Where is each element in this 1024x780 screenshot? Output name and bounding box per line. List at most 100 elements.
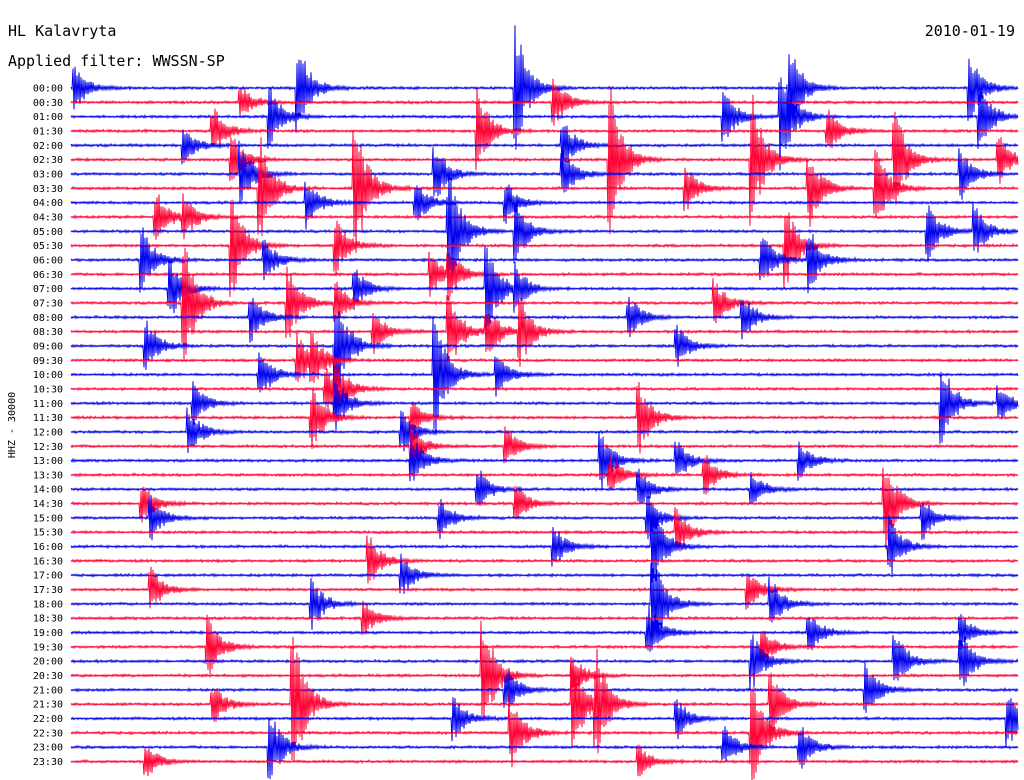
row-time-label: 02:30 <box>33 155 63 166</box>
row-time-label: 16:30 <box>33 556 63 567</box>
date-label: 2010-01-19 <box>925 22 1015 40</box>
row-time-label: 06:30 <box>33 270 63 281</box>
row-time-label: 11:30 <box>33 413 63 424</box>
row-time-label: 11:00 <box>33 399 63 410</box>
row-time-label: 09:30 <box>33 356 63 367</box>
row-time-label: 14:00 <box>33 485 63 496</box>
trace-row <box>70 507 1019 552</box>
trace-row <box>70 513 1019 583</box>
row-time-label: 19:00 <box>33 628 63 639</box>
row-time-label: 15:00 <box>33 513 63 524</box>
row-time-label: 17:00 <box>33 571 63 582</box>
trace-row <box>70 247 1019 359</box>
row-time-label: 18:00 <box>33 599 63 610</box>
trace-row <box>70 454 1019 495</box>
trace-row <box>70 86 1019 171</box>
row-time-label: 10:30 <box>33 384 63 395</box>
trace-row <box>70 317 1019 435</box>
row-time-label: 14:30 <box>33 499 63 510</box>
row-time-label: 22:00 <box>33 714 63 725</box>
row-time-label: 23:00 <box>33 743 63 754</box>
row-time-label: 05:00 <box>33 227 63 238</box>
row-time-label: 01:30 <box>33 126 63 137</box>
row-time-label: 06:00 <box>33 255 63 266</box>
trace-row <box>70 687 1019 780</box>
time-tick-labels: 00:00 00:30 01:00 01:30 02:00 02:30 03:00 03:30… <box>33 84 63 769</box>
row-time-label: 10:00 <box>33 370 63 381</box>
trace-row <box>70 634 1019 690</box>
trace-row <box>70 553 1019 595</box>
row-time-label: 18:30 <box>33 614 63 625</box>
trace-row <box>70 25 1019 150</box>
row-time-label: 00:30 <box>33 98 63 109</box>
trace-row <box>70 193 1019 240</box>
trace-row <box>70 614 1019 674</box>
trace-row <box>70 605 1019 652</box>
trace-row <box>70 468 1019 507</box>
trace-row <box>70 140 1019 203</box>
trace-row <box>70 78 1019 126</box>
trace-row <box>70 600 1019 636</box>
trace-row <box>70 431 1019 489</box>
station-title: HL Kalavryta <box>8 22 116 40</box>
trace-row <box>70 295 1019 367</box>
seismic-traces <box>70 25 1019 780</box>
row-time-label: 13:30 <box>33 470 63 481</box>
row-time-label: 04:00 <box>33 198 63 209</box>
trace-row <box>70 662 1019 713</box>
row-time-label: 00:00 <box>33 84 63 95</box>
row-time-label: 09:00 <box>33 341 63 352</box>
trace-row <box>70 566 1019 610</box>
y-axis-label: HHZ - 30000 <box>7 392 18 458</box>
row-time-label: 08:00 <box>33 313 63 324</box>
row-time-label: 05:30 <box>33 241 63 252</box>
row-time-label: 15:30 <box>33 528 63 539</box>
trace-row <box>70 88 1019 235</box>
trace-row <box>70 311 1019 397</box>
trace-row <box>70 381 1019 454</box>
trace-row <box>70 332 1019 384</box>
trace-row <box>70 296 1019 343</box>
row-time-label: 22:30 <box>33 728 63 739</box>
trace-row <box>70 744 1019 777</box>
row-time-label: 04:30 <box>33 212 63 223</box>
row-time-label: 16:00 <box>33 542 63 553</box>
trace-row <box>70 620 1019 719</box>
row-time-label: 17:30 <box>33 585 63 596</box>
row-time-label: 13:00 <box>33 456 63 467</box>
trace-row <box>70 251 1019 300</box>
row-time-label: 07:00 <box>33 284 63 295</box>
trace-row <box>70 467 1019 550</box>
row-time-label: 07:30 <box>33 298 63 309</box>
row-time-label: 08:30 <box>33 327 63 338</box>
trace-row <box>70 562 1019 641</box>
trace-row <box>70 360 1019 422</box>
trace-row <box>70 636 1019 762</box>
trace-row <box>70 697 1019 748</box>
trace-row <box>70 181 1019 230</box>
trace-row <box>70 535 1019 584</box>
row-time-label: 19:30 <box>33 642 63 653</box>
filter-label: Applied filter: WWSSN-SP <box>8 52 225 70</box>
trace-row <box>70 495 1019 541</box>
trace-row <box>70 125 1019 172</box>
trace-row <box>70 246 1019 331</box>
row-time-label: 20:30 <box>33 671 63 682</box>
trace-row <box>70 227 1019 294</box>
trace-row <box>70 166 1019 285</box>
trace-row <box>70 371 1019 444</box>
row-time-label: 21:00 <box>33 685 63 696</box>
row-time-label: 01:00 <box>33 112 63 123</box>
trace-row <box>70 717 1019 780</box>
row-time-label: 03:30 <box>33 184 63 195</box>
row-time-label: 21:30 <box>33 700 63 711</box>
trace-row <box>70 426 1019 470</box>
row-time-label: 03:00 <box>33 169 63 180</box>
row-time-label: 02:00 <box>33 141 63 152</box>
row-time-label: 23:30 <box>33 757 63 768</box>
trace-row <box>70 199 1019 298</box>
row-time-label: 20:00 <box>33 657 63 668</box>
trace-row <box>70 77 1019 171</box>
trace-row <box>70 407 1019 454</box>
